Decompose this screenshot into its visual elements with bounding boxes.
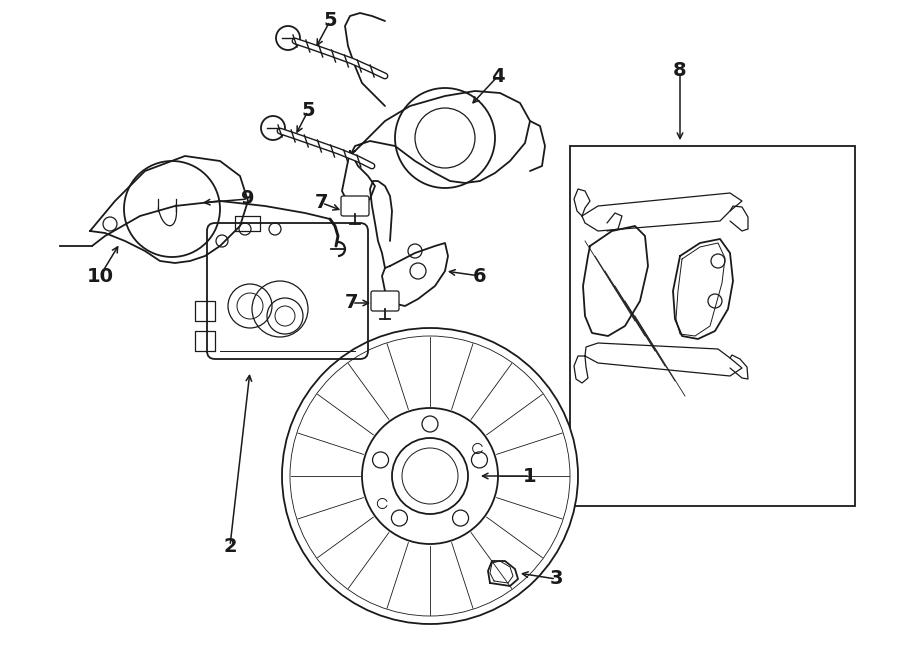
Text: 7: 7 bbox=[346, 293, 359, 313]
Polygon shape bbox=[382, 243, 448, 306]
Polygon shape bbox=[342, 151, 375, 206]
Polygon shape bbox=[90, 156, 248, 263]
Polygon shape bbox=[370, 181, 392, 268]
Circle shape bbox=[282, 328, 578, 624]
Polygon shape bbox=[350, 91, 530, 183]
Text: 10: 10 bbox=[86, 266, 113, 286]
Text: 9: 9 bbox=[241, 190, 255, 208]
Text: 7: 7 bbox=[315, 194, 328, 212]
Polygon shape bbox=[583, 226, 648, 336]
Text: 3: 3 bbox=[549, 570, 562, 588]
Bar bbox=[570, 146, 855, 506]
Polygon shape bbox=[574, 356, 588, 383]
Polygon shape bbox=[582, 193, 742, 231]
Polygon shape bbox=[730, 355, 748, 379]
Text: 5: 5 bbox=[323, 11, 337, 30]
Polygon shape bbox=[345, 13, 385, 106]
Text: 4: 4 bbox=[491, 67, 505, 85]
Text: 8: 8 bbox=[673, 61, 687, 81]
Text: 5: 5 bbox=[302, 102, 315, 120]
Polygon shape bbox=[488, 561, 518, 586]
Polygon shape bbox=[730, 206, 748, 231]
Polygon shape bbox=[585, 343, 742, 376]
Text: 2: 2 bbox=[223, 537, 237, 555]
Polygon shape bbox=[574, 189, 590, 216]
Polygon shape bbox=[673, 239, 733, 339]
Polygon shape bbox=[607, 213, 622, 231]
FancyBboxPatch shape bbox=[207, 223, 368, 359]
Text: 1: 1 bbox=[523, 467, 536, 485]
FancyBboxPatch shape bbox=[341, 196, 369, 216]
FancyBboxPatch shape bbox=[371, 291, 399, 311]
Text: 6: 6 bbox=[473, 266, 487, 286]
